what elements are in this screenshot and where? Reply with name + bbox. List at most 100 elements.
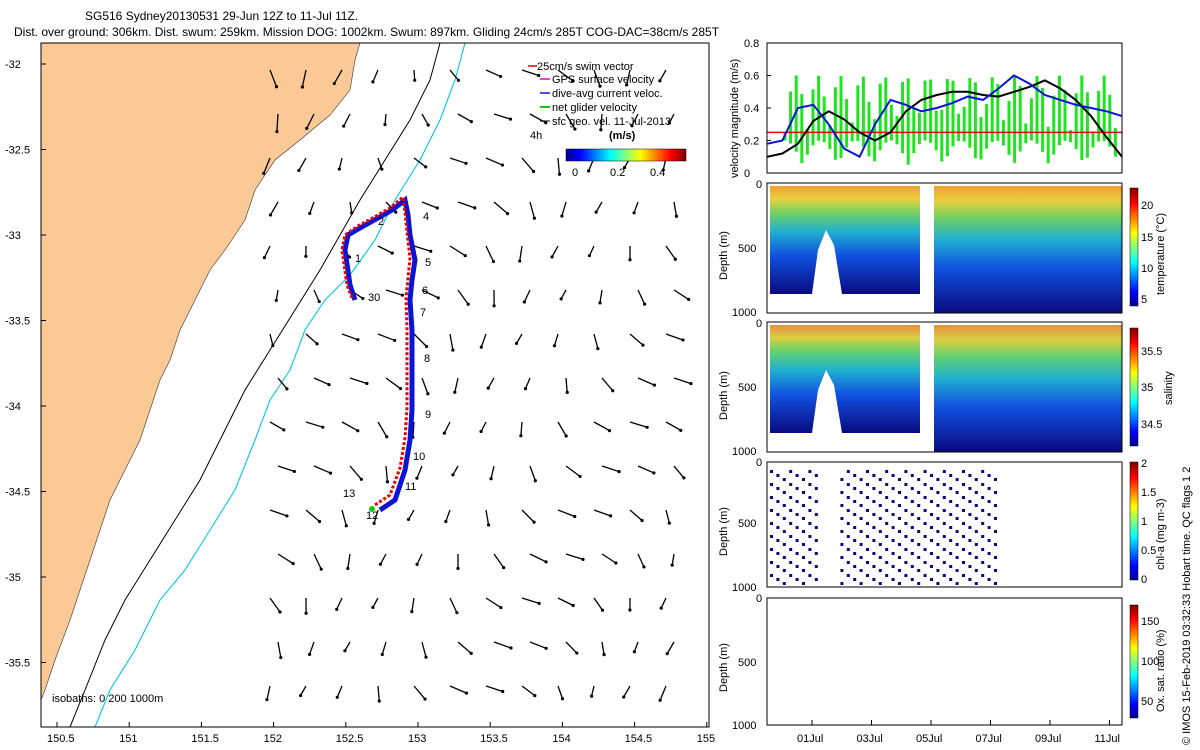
current-vector: [521, 685, 536, 697]
chla-point: [814, 474, 818, 477]
chla-point: [776, 513, 780, 516]
current-vector: [485, 685, 503, 693]
current-vector-head: [307, 652, 312, 657]
oxygen-panel: Depth (m) Ox. sat. ratio (%) 0 500 1000 …: [718, 593, 1167, 745]
current-vector: [305, 333, 318, 345]
current-vector-head: [573, 514, 577, 519]
chla-point: [962, 509, 965, 512]
current-vector: [449, 69, 459, 81]
map-xtick-label: 151.5: [191, 733, 219, 745]
current-vector: [633, 201, 639, 214]
chla-point: [962, 522, 965, 525]
current-vector-head: [479, 429, 483, 434]
chla-point: [917, 491, 921, 494]
chla-point: [994, 517, 997, 520]
map-ytick-label: -34.5: [5, 487, 30, 499]
chla-point: [846, 496, 850, 499]
current-vector-head: [599, 128, 603, 132]
chla-point: [840, 517, 844, 520]
chla-point: [795, 552, 799, 555]
current-vector-head: [628, 258, 632, 262]
current-vector: [421, 201, 438, 209]
temperature-colorbar: [1129, 187, 1139, 307]
chla-point: [859, 491, 863, 494]
chla-point: [968, 539, 972, 542]
chla-point: [891, 578, 895, 581]
chla-point: [910, 513, 914, 516]
current-vector-head: [665, 652, 669, 656]
chla-point: [776, 552, 780, 555]
current-vector: [277, 377, 288, 390]
current-vector: [629, 421, 648, 428]
current-vector: [413, 69, 416, 81]
cbar-tick: 15: [1141, 232, 1153, 244]
chla-point: [930, 513, 933, 516]
current-vector-head: [661, 168, 665, 172]
current-vector: [381, 641, 387, 655]
current-vector: [413, 157, 427, 168]
current-vector: [373, 509, 379, 524]
chla-point: [891, 526, 895, 529]
chla-point: [789, 509, 793, 512]
sal-ylabel: Depth (m): [718, 371, 730, 420]
chla-point: [789, 470, 793, 473]
current-vector: [421, 113, 429, 126]
current-vector: [341, 333, 359, 341]
current-vector-head: [506, 211, 510, 216]
chla-point: [814, 552, 818, 555]
current-vector: [344, 641, 351, 652]
current-vector: [659, 69, 667, 82]
cbar-tick: 0.5: [1141, 545, 1156, 557]
current-vector-head: [344, 524, 348, 528]
chla-point: [987, 474, 991, 477]
velocity-series-black: [766, 79, 1123, 158]
time-tick-label: 03Jul: [857, 733, 883, 745]
current-vector-head: [564, 434, 568, 438]
chla-point: [872, 578, 876, 581]
current-vector-head: [356, 429, 360, 433]
chla-panel: Depth (m) chl-a (mg m-3) 0 500 1000 0 0.…: [718, 457, 1167, 594]
chla-point: [808, 548, 812, 551]
day-label: 4: [423, 211, 429, 223]
current-vector: [263, 157, 271, 174]
chla-point: [987, 526, 991, 529]
chla-point: [936, 491, 940, 494]
current-vector-head: [332, 81, 336, 86]
current-vector-head: [424, 165, 428, 169]
current-vector: [668, 113, 675, 124]
current-vector: [349, 201, 353, 213]
current-vector: [529, 465, 536, 481]
current-vector: [385, 465, 389, 482]
chla-point: [872, 500, 876, 503]
chla-point: [936, 478, 940, 481]
current-vector: [565, 641, 578, 654]
chla-point: [923, 522, 927, 525]
chla-point: [878, 478, 882, 481]
chla-point: [846, 535, 850, 538]
current-vector-head: [350, 211, 354, 215]
chla-point: [814, 526, 818, 529]
chla-point: [923, 574, 927, 577]
salinity-panel: Depth (m) salinity 0 500 1000 34.5 35 35…: [718, 318, 1175, 458]
current-vector: [633, 641, 639, 652]
chla-point: [942, 496, 946, 499]
current-vector-head: [642, 565, 646, 569]
chla-point: [808, 470, 812, 473]
current-vector-head: [406, 517, 411, 522]
oxygen-colorbar: [1129, 604, 1139, 719]
land-mass: [41, 43, 361, 701]
chla-point: [962, 483, 965, 486]
chla-point: [981, 522, 985, 525]
chla-point: [968, 552, 972, 555]
current-vector-head: [514, 341, 519, 346]
current-vector-head: [632, 650, 637, 654]
cbar-tick: 20: [1141, 200, 1153, 212]
chla-point: [930, 500, 933, 503]
chla-point: [891, 552, 895, 555]
chl-cbar-label: chl-a (mg m-3): [1155, 498, 1167, 570]
glider-track: [340, 194, 418, 513]
current-vector-head: [469, 120, 473, 124]
cbar-tick: 1.5: [1141, 487, 1156, 499]
current-vector: [521, 157, 535, 172]
map-ytick-label: -35: [5, 572, 21, 584]
